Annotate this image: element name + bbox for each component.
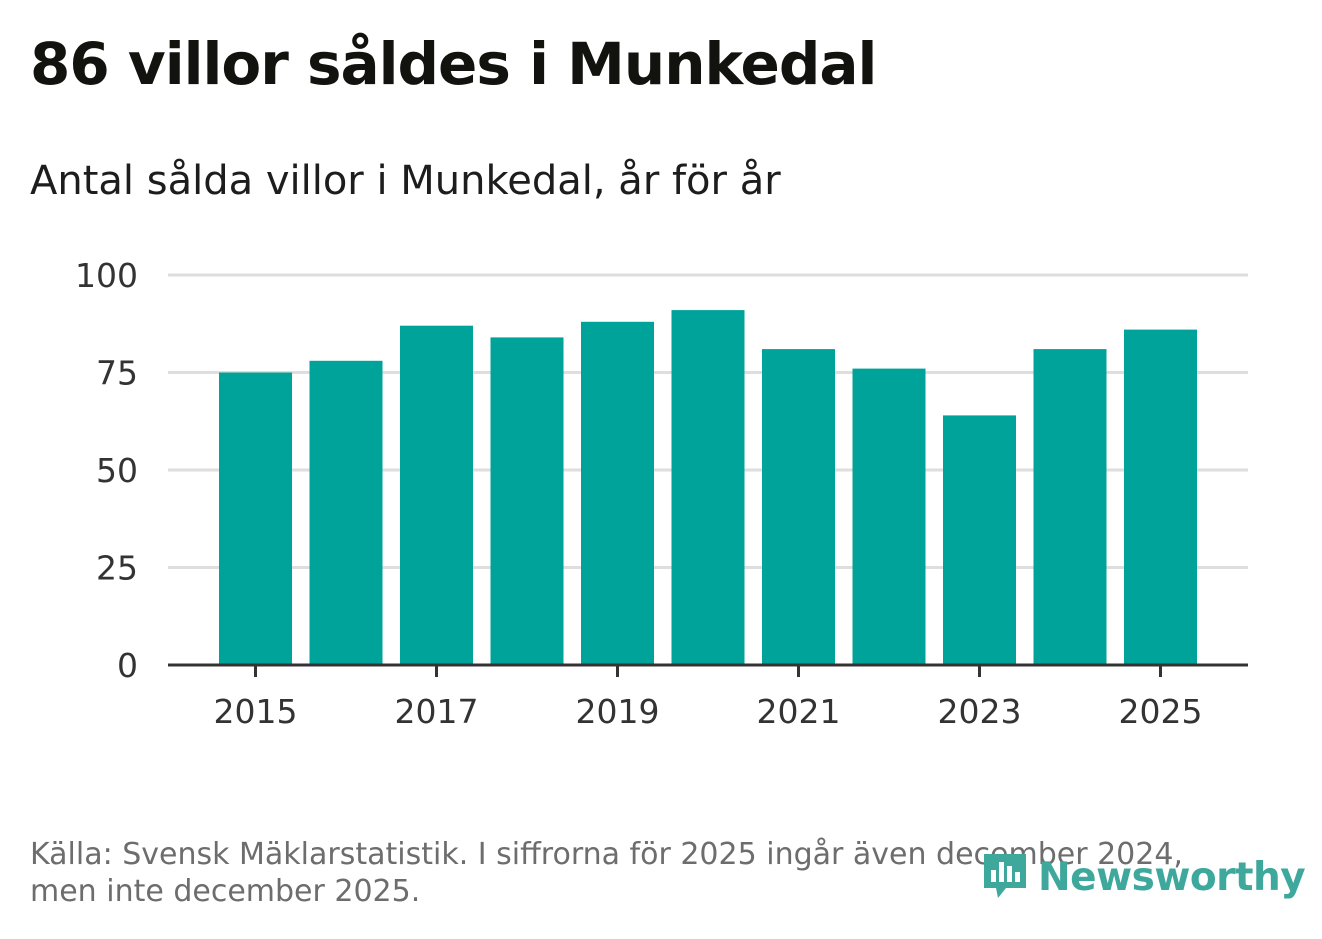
x-tick-label: 2021 bbox=[757, 692, 841, 731]
x-tick-label: 2017 bbox=[395, 692, 479, 731]
y-tick-label: 75 bbox=[96, 354, 138, 393]
bar-2018 bbox=[490, 337, 564, 665]
axes: 0 25 50 75 100 2015 2017 2019 2021 2023 2025 bbox=[75, 256, 1248, 731]
y-tick-label: 0 bbox=[117, 646, 138, 685]
bar-2025 bbox=[1124, 329, 1197, 665]
bar-2022 bbox=[852, 368, 926, 665]
bar-2023 bbox=[943, 415, 1016, 665]
newsworthy-logo: Newsworthy bbox=[980, 848, 1306, 906]
bar-chart-speech-bubble-icon bbox=[984, 854, 1026, 898]
y-tick-label: 25 bbox=[96, 549, 138, 588]
x-tick-label: 2025 bbox=[1119, 692, 1203, 731]
bar-2021 bbox=[762, 349, 835, 665]
y-tick-label: 50 bbox=[96, 451, 138, 490]
bar-chart: 0 25 50 75 100 2015 2017 2019 2021 2023 2025 bbox=[75, 256, 1248, 731]
chart-subtitle: Antal sålda villor i Munkedal, år för år bbox=[30, 158, 781, 204]
bar-2016 bbox=[309, 360, 383, 665]
x-tick-label: 2015 bbox=[214, 692, 298, 731]
x-tick-label: 2023 bbox=[938, 692, 1022, 731]
bar-2015 bbox=[219, 372, 292, 665]
logo-text: Newsworthy bbox=[1038, 854, 1306, 900]
bar-2020 bbox=[671, 310, 745, 665]
bar-2024 bbox=[1033, 349, 1107, 665]
bar-2017 bbox=[400, 325, 473, 665]
y-tick-label: 100 bbox=[75, 256, 138, 295]
bar-2019 bbox=[581, 321, 654, 665]
chart-title: 86 villor såldes i Munkedal bbox=[30, 30, 877, 98]
bars bbox=[219, 310, 1197, 665]
x-tick-label: 2019 bbox=[576, 692, 660, 731]
